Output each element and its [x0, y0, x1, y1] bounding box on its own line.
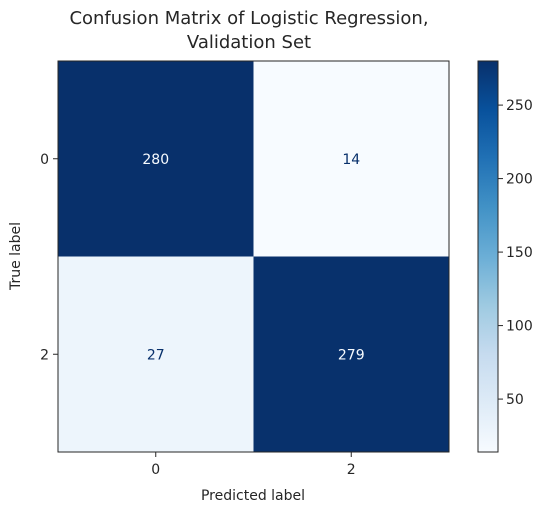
cell-value-label: 279 — [338, 347, 365, 363]
cell-value-label: 27 — [147, 347, 165, 363]
heatmap-cell — [253, 61, 449, 257]
y-tick-label: 2 — [40, 347, 49, 363]
colorbar-tick-label: 100 — [506, 319, 533, 335]
colorbar-tick-label: 50 — [506, 392, 524, 408]
heatmap-cell — [58, 61, 254, 257]
x-axis-label: Predicted label — [201, 488, 305, 504]
colorbar-tick-label: 200 — [506, 172, 533, 188]
plot-frame — [57, 60, 450, 453]
colorbar-tick-label: 150 — [506, 245, 533, 261]
heatmap-cell — [58, 256, 254, 452]
colorbar — [477, 60, 499, 453]
colorbar-ticks: 50 100 150 200 250 — [498, 98, 533, 408]
heatmap-value-labels: 280 14 27 279 — [142, 152, 364, 364]
chart-title-line-2: Validation Set — [187, 32, 311, 53]
y-axis-label: True label — [8, 222, 24, 291]
y-tick-label: 0 — [40, 152, 49, 168]
cell-value-label: 14 — [342, 152, 360, 168]
colorbar-tick-label: 250 — [506, 98, 533, 114]
heatmap-cells — [58, 61, 449, 452]
heatmap-cell — [253, 256, 449, 452]
y-axis-ticks: 02 — [40, 152, 58, 363]
chart-title-line-1: Confusion Matrix of Logistic Regression, — [69, 8, 428, 29]
x-tick-label: 2 — [347, 462, 356, 478]
cell-value-label: 280 — [142, 152, 169, 168]
x-tick-label: 0 — [151, 462, 160, 478]
